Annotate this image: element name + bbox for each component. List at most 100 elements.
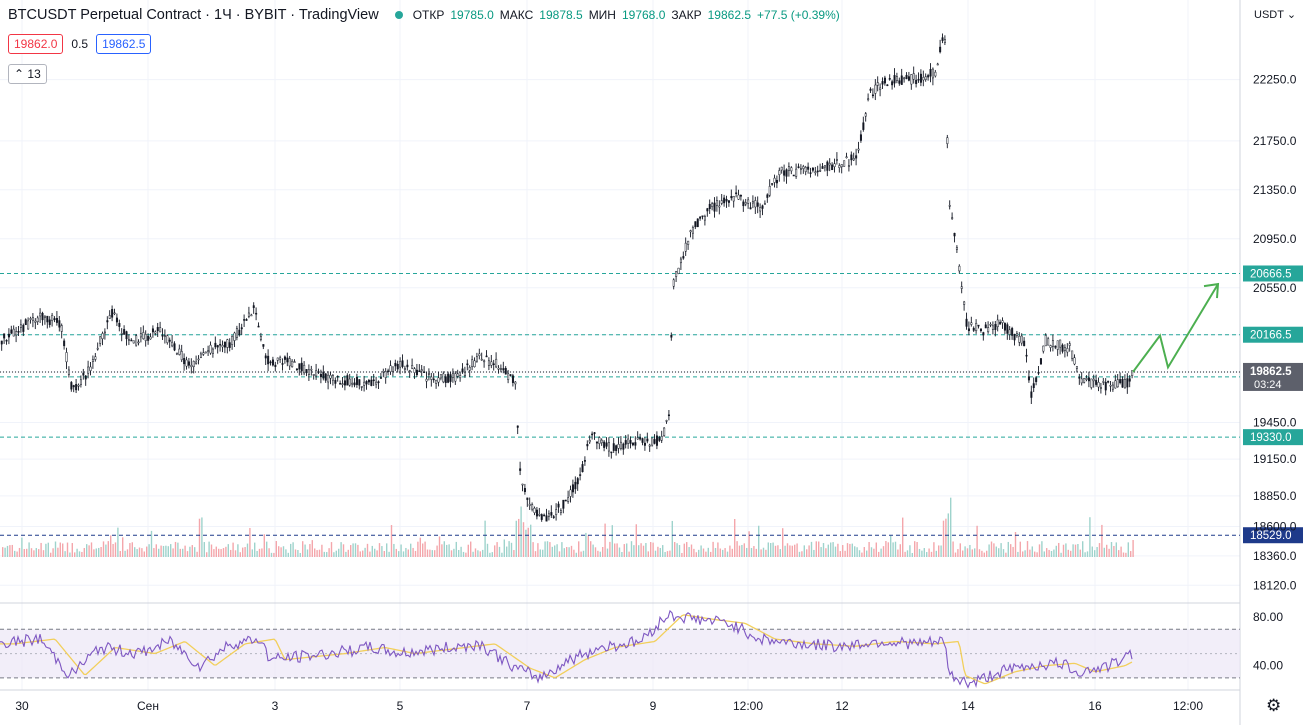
candle-body [915,79,918,84]
volume-bar [590,541,592,557]
candle-body [310,368,313,371]
candle-body [27,320,30,330]
candle-body [315,370,318,377]
candle-body [1128,378,1131,382]
candle-body [624,440,627,445]
volume-bar [18,547,21,557]
candle-body [696,218,699,228]
candle-body [651,437,654,446]
buy-button[interactable]: 19862.5 [96,34,152,54]
volume-bar [962,550,964,557]
candle-body [826,161,829,171]
volume-bar [486,543,489,557]
volume-bar [323,551,325,557]
candle-body [449,374,452,382]
candle-body [235,328,238,338]
volume-bar [815,541,817,557]
candle-body [910,74,913,85]
volume-bar [532,542,534,557]
candle-body [852,158,855,161]
volume-bar [966,548,969,557]
candle-body [331,375,334,381]
candle-body [963,301,966,305]
candle-body [679,258,682,264]
volume-bar [870,547,873,557]
volume-bar [554,545,556,557]
level-label-bg [1243,429,1303,446]
price-series [0,33,1134,522]
volume-bar [923,548,925,557]
candle-body [535,509,538,517]
candle-body [727,200,730,203]
volume-bar [285,549,287,557]
candle-body [843,160,846,167]
volume-bar [810,541,813,557]
candle-body [466,363,469,366]
volume-bar [530,524,532,557]
candle-body [653,439,656,444]
candle-body [1015,333,1018,337]
candle-body [646,438,649,442]
candle-body [339,383,342,385]
volume-bar [14,550,16,557]
volume-bar [1010,544,1012,557]
candle-body [216,345,219,348]
volume-bar [81,551,83,557]
volume-bar [434,550,436,557]
candle-body [773,177,776,183]
candle-body [507,373,510,380]
candle-body [629,440,632,444]
gear-icon[interactable]: ⚙ [1266,696,1282,715]
volume-bar [26,548,28,557]
candle-body [53,318,56,320]
volume-bar [628,551,630,557]
candle-body [970,322,973,325]
volume-bar [59,542,61,557]
currency-label: USDT [1254,9,1284,21]
candle-body [1092,378,1095,382]
volume-bar [861,552,863,557]
volume-bar [518,518,520,557]
candle-body [797,166,800,169]
volume-bar [309,544,311,557]
volume-bar [621,551,623,557]
candle-body [250,314,253,317]
indicators-toggle-button[interactable]: ⌃ 13 [8,64,47,84]
volume-bar [942,520,945,557]
candle-body [929,69,932,77]
candle-body [838,165,841,168]
volume-bar [558,551,561,557]
volume-bar [642,545,645,557]
candle-body [10,329,13,334]
candle-body [1063,347,1066,351]
candle-body [1073,357,1076,365]
volume-bar [897,549,899,557]
volume-bar [933,542,935,557]
candle-body [24,319,27,326]
candle-body [802,166,805,169]
candle-body [595,441,598,444]
candle-body [468,367,471,371]
volume-bar [1031,546,1033,557]
currency-selector[interactable]: USDT ⌄ [1254,8,1296,21]
candle-body [1061,344,1064,352]
candle-body [183,358,186,365]
volume-bar [544,541,546,557]
volume-bar [650,542,652,557]
candle-body [850,154,853,161]
volume-bar [878,551,880,557]
candle-body [79,379,82,385]
candle-body [847,165,850,167]
candle-body [324,373,327,381]
candle-body [168,339,171,342]
volume-bar [453,548,455,557]
candle-body [360,386,363,388]
candle-body [960,286,963,289]
volume-bar [477,550,479,557]
sell-button[interactable]: 19862.0 [8,34,64,54]
volume-bar [333,552,335,557]
candle-body [413,368,416,373]
volume-bar [441,544,443,557]
symbol-title[interactable]: BTCUSDT Perpetual Contract · 1Ч · BYBIT … [8,7,379,23]
